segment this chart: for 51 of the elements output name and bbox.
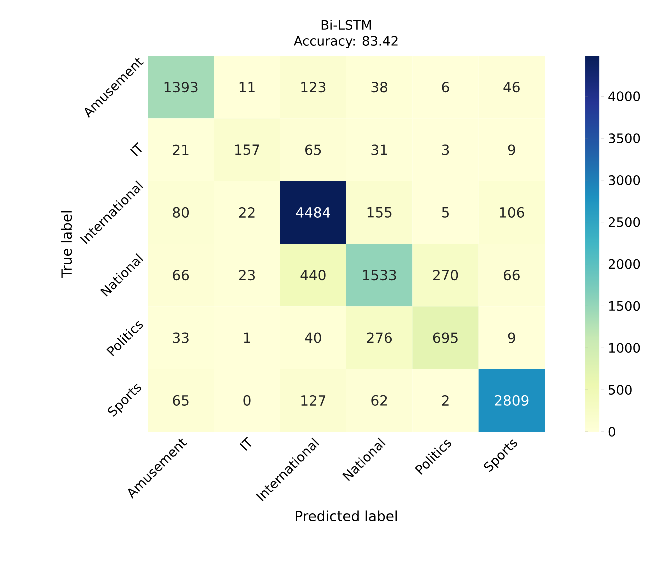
data-label: 31 bbox=[372, 144, 388, 156]
data-label: 38 bbox=[372, 82, 388, 93]
data-label: 276 bbox=[367, 332, 392, 344]
data-label: 2809 bbox=[495, 395, 529, 406]
color-bar-label: 3500 bbox=[609, 134, 640, 144]
data-label: 5 bbox=[442, 207, 449, 218]
data-label: 1393 bbox=[164, 82, 198, 93]
color-bar-label: 1000 bbox=[609, 343, 640, 354]
color-bar-label: 1500 bbox=[609, 301, 640, 312]
data-label: 62 bbox=[372, 395, 388, 406]
x-tick-label: IT bbox=[240, 436, 252, 452]
data-label: 80 bbox=[173, 207, 190, 218]
color-bar-label: 500 bbox=[609, 385, 632, 395]
color-bar-label: 0 bbox=[608, 427, 616, 437]
data-label: 1 bbox=[244, 332, 250, 344]
data-label: 440 bbox=[300, 270, 326, 281]
data-label: 22 bbox=[239, 207, 255, 218]
data-label: 3 bbox=[442, 144, 450, 156]
data-label: 6 bbox=[442, 82, 450, 93]
data-label: 2 bbox=[442, 395, 449, 406]
data-label: 21 bbox=[173, 144, 189, 156]
data-label: 106 bbox=[500, 207, 524, 218]
y-axis-title: True label bbox=[61, 211, 72, 278]
data-label: 270 bbox=[433, 270, 458, 281]
data-label: 1533 bbox=[363, 270, 396, 281]
data-label: 66 bbox=[504, 270, 520, 281]
data-label: 9 bbox=[508, 332, 516, 344]
data-label: 9 bbox=[508, 144, 516, 156]
color-bar-label: 2500 bbox=[608, 217, 640, 228]
data-label: 155 bbox=[368, 207, 392, 218]
data-label: 4484 bbox=[296, 207, 330, 218]
data-label: 40 bbox=[305, 332, 322, 344]
data-label: 66 bbox=[173, 270, 190, 281]
x-axis-title: Predicted label bbox=[296, 510, 398, 522]
data-label: 127 bbox=[302, 395, 326, 406]
data-label: 157 bbox=[235, 144, 260, 156]
chart-subtitle: Accuracy: 83.42 bbox=[294, 36, 398, 48]
data-label: 46 bbox=[504, 82, 520, 93]
color-bar-label: 4000 bbox=[608, 92, 640, 102]
color-bar-label: 3000 bbox=[609, 176, 640, 186]
data-label: 123 bbox=[302, 82, 326, 93]
data-label: 695 bbox=[433, 332, 458, 344]
data-label: 65 bbox=[173, 395, 189, 406]
data-label: 65 bbox=[306, 144, 322, 156]
chart-title: Bi-LSTM bbox=[322, 20, 372, 30]
data-label: 0 bbox=[244, 395, 251, 406]
data-label: 23 bbox=[239, 270, 256, 281]
data-label: 33 bbox=[173, 332, 189, 344]
y-tick-label: IT bbox=[130, 142, 142, 157]
color-bar-label: 2000 bbox=[608, 259, 640, 270]
data-label: 11 bbox=[240, 82, 255, 92]
